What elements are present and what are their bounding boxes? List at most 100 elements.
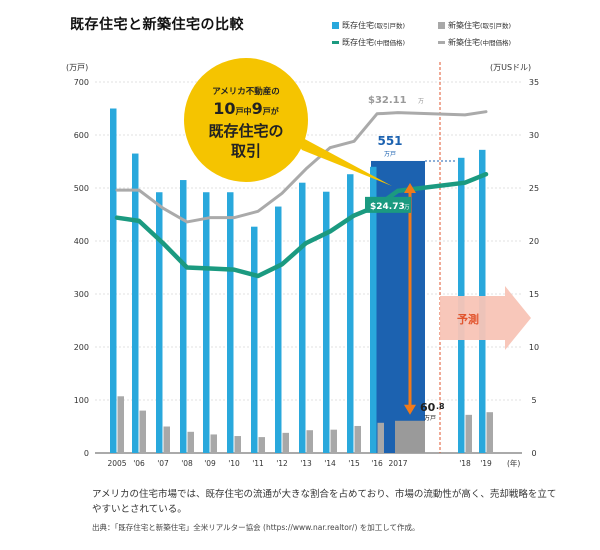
bar-existing-count xyxy=(156,192,163,454)
label-new-count-2017: 60 xyxy=(420,401,436,414)
right-tick-label: 15 xyxy=(529,290,539,299)
bar-new-count xyxy=(117,396,124,453)
callout-line3: 既存住宅の xyxy=(208,122,283,140)
bar-existing-count xyxy=(180,180,187,454)
legend-label: 新築住宅 xyxy=(448,21,480,30)
bar-existing-count xyxy=(227,192,234,454)
left-tick-label: 0 xyxy=(84,449,89,458)
x-tick-label: '18 xyxy=(459,459,471,468)
line-new-price xyxy=(115,110,488,224)
legend-item-new-count: 新築住宅(取引戸数) xyxy=(438,20,511,31)
right-tick-label: 30 xyxy=(529,131,539,140)
forecast-arrow xyxy=(440,286,531,350)
x-tick-label: 2005 xyxy=(107,459,126,468)
callout-line2-part: 戸中 xyxy=(236,106,252,116)
left-tick-label: 200 xyxy=(74,343,89,352)
comparison-arrow-head-up xyxy=(404,182,416,193)
callout-line4: 取引 xyxy=(231,142,261,160)
x-tick-label: '19 xyxy=(480,459,492,468)
legend-swatch-new-count xyxy=(438,22,445,29)
bar-new-count xyxy=(187,431,194,453)
label-existing-count-2017: 551 xyxy=(377,134,402,148)
legend-item-existing-count: 既存住宅(取引戸数) xyxy=(332,20,405,31)
bar-new-count-highlight xyxy=(395,420,425,453)
bar-existing-count xyxy=(323,191,330,453)
x-tick-label: '14 xyxy=(324,459,336,468)
legend-sub: (中間価格) xyxy=(374,39,406,47)
label-new-price-unit: 万 xyxy=(418,98,424,105)
left-tick-label: 100 xyxy=(74,396,89,405)
bar-existing-count xyxy=(347,174,354,453)
bar-existing-count xyxy=(203,192,210,454)
left-tick-label: 400 xyxy=(74,237,89,246)
right-tick-label: 20 xyxy=(529,237,539,246)
x-tick-label: '13 xyxy=(300,459,312,468)
x-tick-label: '10 xyxy=(228,459,240,468)
x-axis-unit: (年) xyxy=(507,458,520,468)
left-tick-label: 600 xyxy=(74,131,89,140)
caption-text: アメリカの住宅市場では、既存住宅の流通が大きな割合を占めており、市場の流動性が高… xyxy=(92,489,557,515)
bar-new-count xyxy=(258,437,265,453)
left-axis-unit: (万戸) xyxy=(66,63,88,72)
legend-sub: (中間価格) xyxy=(480,39,512,47)
bar-existing-count xyxy=(251,226,258,453)
label-existing-count-unit: 万戸 xyxy=(384,151,396,158)
x-tick-label: '09 xyxy=(204,459,216,468)
bar-new-count xyxy=(306,430,313,453)
callout-line2-part: 10 xyxy=(213,99,235,118)
bar-existing-count xyxy=(132,153,139,454)
bar-existing-count xyxy=(110,108,117,453)
bar-existing-count xyxy=(299,182,306,453)
line-existing-price xyxy=(114,171,489,279)
legend-swatch-existing-price xyxy=(332,41,339,44)
bar-new-count xyxy=(354,425,361,453)
legend-swatch-new-price xyxy=(438,41,445,44)
right-tick-label: 25 xyxy=(529,184,539,193)
left-tick-label: 500 xyxy=(74,184,89,193)
callout-line2-part: 9 xyxy=(252,99,263,118)
legend-label: 新築住宅 xyxy=(448,38,480,47)
bar-new-count xyxy=(486,412,493,453)
callout-bubble xyxy=(184,58,308,182)
legend-label: 既存住宅 xyxy=(342,21,374,30)
x-tick-label: '08 xyxy=(181,459,193,468)
x-tick-label: '06 xyxy=(133,459,145,468)
source-text: 出典：「既存住宅と新築住宅」全米リアルター協会 (https://www.nar… xyxy=(92,523,420,532)
callout-pointer xyxy=(288,130,392,186)
label-existing-price: $24.73 xyxy=(370,202,405,212)
bar-new-count xyxy=(377,422,384,453)
right-tick-label: 35 xyxy=(529,78,539,87)
bar-new-count xyxy=(330,429,337,453)
bar-new-count xyxy=(282,432,289,453)
legend-sub: (取引戸数) xyxy=(374,22,406,30)
chart-title: 既存住宅と新築住宅の比較 xyxy=(70,17,244,33)
x-tick-label: '12 xyxy=(276,459,288,468)
legend-sub: (取引戸数) xyxy=(480,22,512,30)
legend-item-new-price: 新築住宅(中間価格) xyxy=(438,37,511,48)
bar-new-count xyxy=(234,436,241,453)
legend-item-existing-price: 既存住宅(中間価格) xyxy=(332,37,405,48)
callout-line1: アメリカ不動産の xyxy=(212,86,280,97)
x-tick-label: '07 xyxy=(157,459,169,468)
callout-line2-part: 戸が xyxy=(263,106,280,116)
bar-new-count xyxy=(139,410,146,453)
bar-existing-count xyxy=(370,166,377,454)
left-tick-label: 700 xyxy=(74,78,89,87)
right-tick-label: 0 xyxy=(531,449,536,458)
label-existing-price-unit: 万 xyxy=(404,204,410,211)
right-axis-unit: (万USドル) xyxy=(490,63,531,72)
bar-new-count xyxy=(210,434,217,453)
right-tick-label: 10 xyxy=(529,343,539,352)
bar-existing-count xyxy=(275,206,282,453)
comparison-arrow-head-down xyxy=(404,404,416,415)
forecast-label: 予測 xyxy=(457,312,479,326)
legend-swatch-existing-count xyxy=(332,22,339,29)
x-tick-label: '15 xyxy=(348,459,360,468)
left-tick-label: 300 xyxy=(74,290,89,299)
x-tick-label: 2017 xyxy=(388,459,407,468)
price-tag-existing xyxy=(365,196,411,213)
right-tick-label: 5 xyxy=(531,396,536,405)
bar-new-count xyxy=(465,414,472,453)
label-new-price: $32.11 xyxy=(368,95,407,106)
